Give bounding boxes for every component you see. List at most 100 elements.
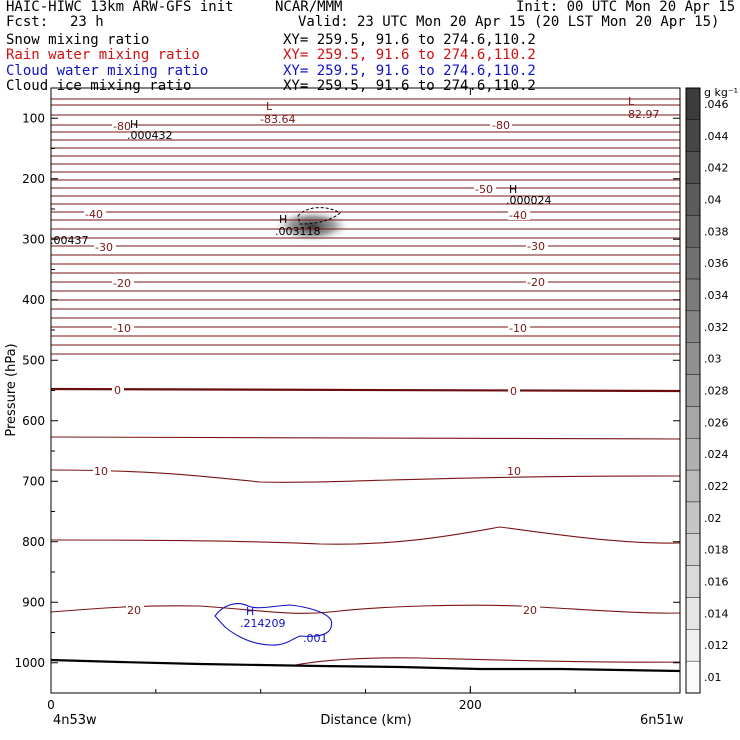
field-snow-name: Snow mixing ratio <box>6 32 150 48</box>
colorbar-swatch <box>685 660 701 694</box>
isotherm-line <box>51 163 680 165</box>
isotherm-line <box>51 114 680 116</box>
colorbar-frame <box>685 87 701 694</box>
colorbar-unit: g kg⁻¹ <box>704 86 738 99</box>
isotherm-line <box>51 98 680 100</box>
field-cloudice-xy: XY= 259.5, 91.6 to 274.6,110.2 <box>283 78 536 94</box>
field-snow-xy: XY= 259.5, 91.6 to 274.6,110.2 <box>283 32 536 48</box>
field-cloudwater-xy: XY= 259.5, 91.6 to 274.6,110.2 <box>283 63 536 79</box>
fcst-label: Fcst: <box>6 14 49 30</box>
colorbar: .046 .044 .042 .04 .038 .036 .034 .032 .03 .028 .0… <box>685 87 729 694</box>
cloud-water-contour <box>214 603 333 646</box>
temp-label: -10 <box>113 322 131 335</box>
high-value: .003118 <box>275 225 321 238</box>
colorbar-tick-label: .046 <box>704 98 729 111</box>
colorbar-tick-label: .036 <box>704 257 729 270</box>
colorbar-swatch <box>685 374 701 407</box>
field-rain-name: Rain water mixing ratio <box>6 47 200 63</box>
isotherm-line <box>51 187 680 189</box>
colorbar-swatch <box>685 565 701 598</box>
temperature-labels: -80 -80 -50 -40 -40 -30 -30 -20 -20 -10 … <box>84 119 548 617</box>
colorbar-tick-label: .014 <box>704 607 729 620</box>
isotherm-line <box>51 335 680 337</box>
isotherm-line <box>51 604 680 614</box>
isotherm-line <box>51 228 680 230</box>
colorbar-tick-label: .018 <box>704 544 729 557</box>
fcst-value: 23 h <box>70 14 104 30</box>
colorbar-swatch <box>685 278 701 312</box>
x-tick-label: 200 <box>459 698 482 712</box>
colorbar-swatch <box>685 342 701 375</box>
colorbar-tick-label: .03 <box>704 353 722 366</box>
temp-label: -50 <box>475 183 493 196</box>
terrain-line <box>51 658 680 673</box>
extrema-markers: L -83.64 L -82.97 H .000432 H .000024 H … <box>50 95 659 645</box>
isotherm-line <box>51 237 680 239</box>
temp-label: -30 <box>95 241 113 254</box>
isotherm-line <box>51 263 680 265</box>
high-marker: H <box>509 183 517 196</box>
temp-label: 0 <box>114 384 121 397</box>
colorbar-tick-label: .022 <box>704 480 729 493</box>
high-value: .000024 <box>506 194 552 207</box>
y-tick-label: 700 <box>22 474 45 488</box>
isotherm-line <box>51 155 680 157</box>
isotherm-line <box>51 526 680 545</box>
isotherm-line <box>51 104 680 106</box>
colorbar-swatch <box>685 151 701 184</box>
temp-label: -20 <box>113 277 131 290</box>
high-value: .000432 <box>127 129 173 142</box>
edge-value-label: .00437 <box>50 234 89 247</box>
isotherm-line <box>51 272 680 274</box>
high-marker: H <box>279 213 287 226</box>
high-marker: H <box>130 118 138 131</box>
isotherm-line <box>51 317 680 319</box>
isotherm-line <box>51 281 680 283</box>
y-axis-title: Pressure (hPa) <box>4 343 19 436</box>
y-tick-label: 300 <box>22 232 45 246</box>
temp-label: 20 <box>523 604 537 617</box>
low-value: -82.97 <box>624 108 659 121</box>
colorbar-swatch <box>685 183 701 216</box>
isotherm-line <box>51 299 680 301</box>
high-value: .214209 <box>240 617 286 630</box>
isotherm-line <box>51 124 680 126</box>
x-tick-label: 0 <box>47 698 55 712</box>
y-tick-label: 900 <box>22 595 45 609</box>
colorbar-tick-label: .04 <box>704 193 722 206</box>
y-tick-label: 100 <box>22 111 45 125</box>
snow-ratio-shading <box>272 209 352 243</box>
colorbar-swatch <box>685 215 701 248</box>
colorbar-swatch <box>685 469 701 503</box>
right-location-label: 6n51w <box>640 713 684 728</box>
isotherm-line <box>289 657 680 667</box>
left-location-label: 4n53w <box>53 713 97 728</box>
valid-time: Valid: 23 UTC Mon 20 Apr 15 (20 LST Mon … <box>298 14 720 30</box>
isotherm-line <box>51 203 680 205</box>
y-tick-label: 200 <box>22 172 45 186</box>
high-marker: H <box>246 605 254 618</box>
colorbar-tick-label: .01 <box>704 671 722 684</box>
isotherm-line <box>51 245 680 247</box>
colorbar-tick-label: .034 <box>704 289 729 302</box>
colorbar-swatch <box>685 406 701 439</box>
temp-label: 0 <box>510 385 517 398</box>
temp-label: -20 <box>527 276 545 289</box>
colorbar-swatch <box>685 533 701 566</box>
isotherm-line <box>51 436 680 440</box>
isotherm-line <box>51 147 680 149</box>
colorbar-tick-label: .026 <box>704 416 729 429</box>
isotherm-line <box>51 344 680 346</box>
isotherm-line <box>51 469 680 483</box>
low-value: -83.64 <box>260 113 295 126</box>
x-axis: 0 200 <box>47 88 576 712</box>
temp-label: -40 <box>85 208 103 221</box>
y-tick-label: 400 <box>22 293 45 307</box>
colorbar-tick-label: .02 <box>704 512 722 525</box>
y-tick-label: 600 <box>22 414 45 428</box>
y-tick-label: 1000 <box>14 656 45 670</box>
isotherm-line <box>51 131 680 133</box>
colorbar-swatch <box>685 597 701 630</box>
isotherm-line <box>51 139 680 141</box>
